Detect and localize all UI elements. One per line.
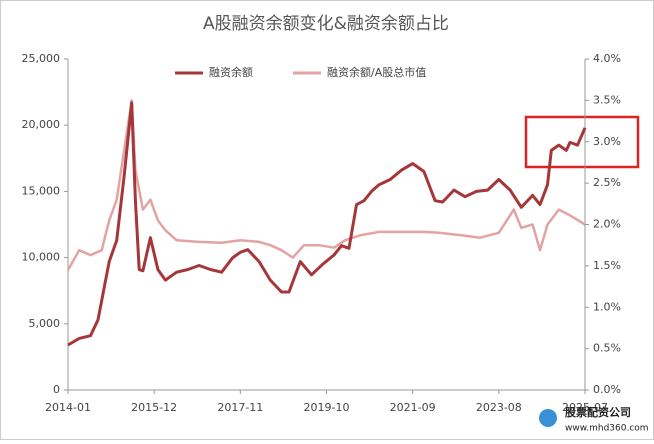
x-tick-label: 2014-01 [45, 401, 91, 414]
y2-tick-label: 0.0% [593, 383, 621, 396]
watermark: 股票配资公司 www.mhd360.com [539, 405, 649, 434]
y2-tick-label: 2.0% [593, 218, 621, 231]
x-tick-label: 2015-12 [131, 401, 177, 414]
y-tick-label: 10,000 [22, 251, 61, 264]
series-line [66, 99, 586, 271]
y-tick-label: 5,000 [29, 317, 61, 330]
y2-tick-label: 2.5% [593, 176, 621, 189]
y2-tick-label: 3.5% [593, 93, 621, 106]
x-tick-label: 2017-11 [217, 401, 263, 414]
y2-tick-label: 1.5% [593, 259, 621, 272]
series-line [67, 101, 587, 347]
x-tick-label: 2023-08 [476, 401, 522, 414]
legend-label: 融资余额 [209, 65, 253, 79]
watermark-url: www.mhd360.com [565, 424, 649, 434]
chart-title: A股融资余额变化&融资余额占比 [203, 14, 449, 34]
y-tick-label: 0 [53, 383, 60, 396]
y2-tick-label: 0.5% [593, 342, 621, 355]
y2-tick-label: 1.0% [593, 300, 621, 313]
y2-tick-label: 3.0% [593, 135, 621, 148]
highlight-box [524, 115, 640, 169]
legend-label: 融资余额/A股总市值 [327, 65, 426, 79]
x-tick-label: 2021-09 [390, 401, 436, 414]
y2-tick-label: 4.0% [593, 52, 621, 65]
x-tick-label: 2025-07 [562, 401, 608, 414]
watermark-icon [539, 409, 557, 427]
watermark-text: 股票配资公司 [565, 405, 631, 419]
y-tick-label: 20,000 [22, 118, 61, 131]
y-tick-label: 25,000 [22, 52, 61, 65]
y-tick-label: 15,000 [22, 184, 61, 197]
x-tick-label: 2019-10 [304, 401, 350, 414]
